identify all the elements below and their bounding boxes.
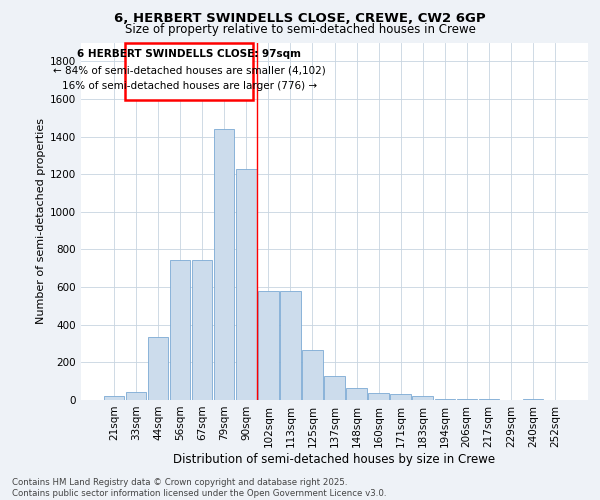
Bar [523,399,543,400]
Text: 6, HERBERT SWINDELLS CLOSE, CREWE, CW2 6GP: 6, HERBERT SWINDELLS CLOSE, CREWE, CW2 6… [114,12,486,24]
Bar [258,291,278,400]
Bar [170,260,190,400]
Bar [412,396,433,400]
Bar [457,399,477,400]
Bar [346,388,367,400]
Bar [126,392,146,400]
Bar [325,376,344,400]
Bar [192,260,212,400]
Text: 16% of semi-detached houses are larger (776) →: 16% of semi-detached houses are larger (… [62,82,317,92]
Bar [236,168,257,400]
Bar [280,291,301,400]
Bar [479,399,499,400]
Text: Contains HM Land Registry data © Crown copyright and database right 2025.
Contai: Contains HM Land Registry data © Crown c… [12,478,386,498]
Text: ← 84% of semi-detached houses are smaller (4,102): ← 84% of semi-detached houses are smalle… [53,65,325,75]
Bar [214,129,235,400]
Text: Size of property relative to semi-detached houses in Crewe: Size of property relative to semi-detach… [125,23,475,36]
Bar [368,394,389,400]
Bar [104,396,124,400]
Bar [391,394,411,400]
Bar [302,350,323,400]
FancyBboxPatch shape [125,44,253,100]
Y-axis label: Number of semi-detached properties: Number of semi-detached properties [36,118,46,324]
Bar [148,337,169,400]
Bar [434,399,455,400]
X-axis label: Distribution of semi-detached houses by size in Crewe: Distribution of semi-detached houses by … [173,452,496,466]
Text: 6 HERBERT SWINDELLS CLOSE: 97sqm: 6 HERBERT SWINDELLS CLOSE: 97sqm [77,49,301,59]
